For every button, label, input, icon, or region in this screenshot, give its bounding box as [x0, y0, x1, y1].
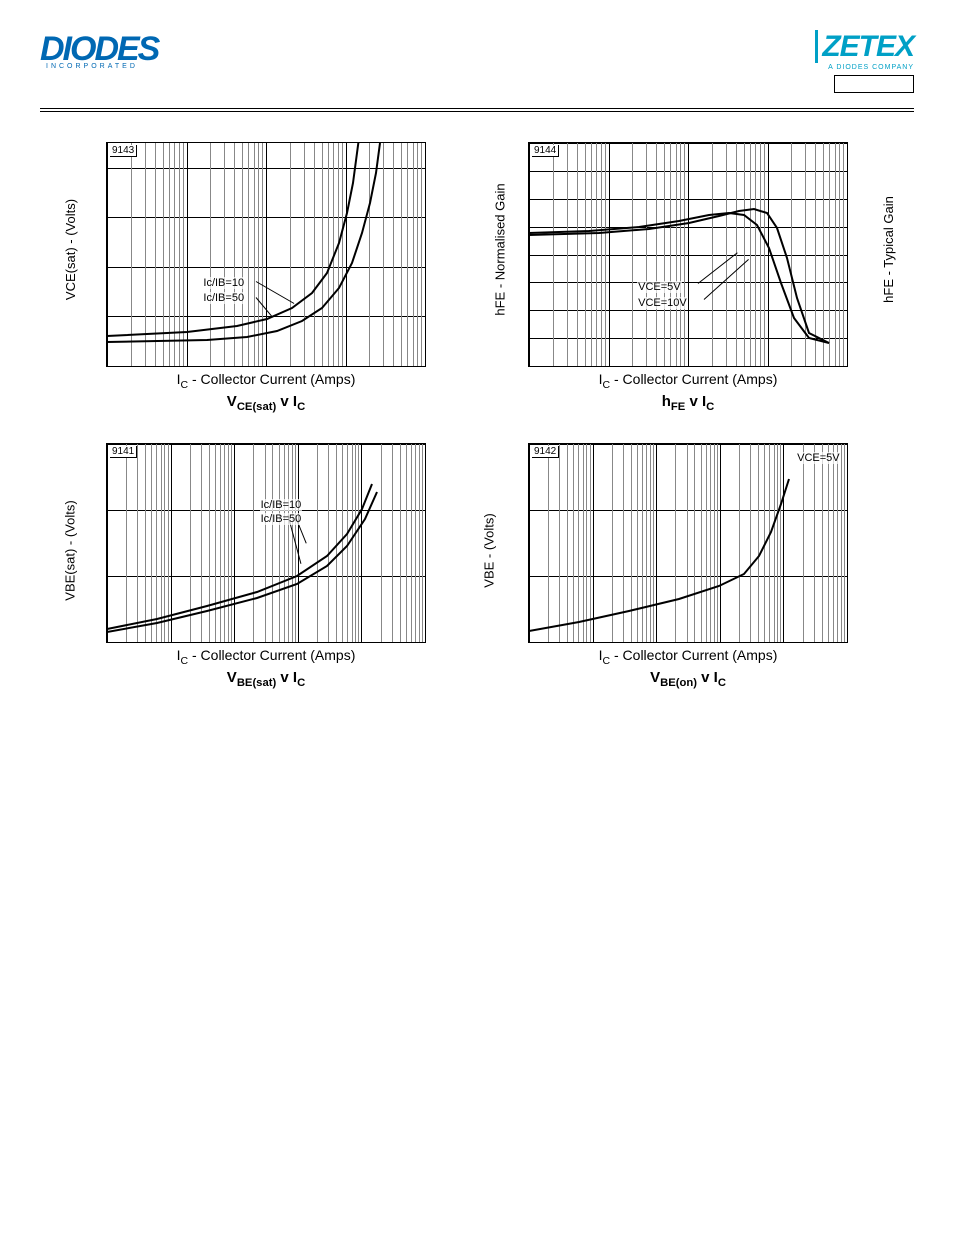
- data-curve: [529, 213, 829, 343]
- plot-area: 914300.20.40.60.80.010.1110100Ic/IB=10Ic…: [106, 142, 426, 367]
- x-axis-label: IC - Collector Current (Amps): [106, 647, 426, 667]
- chart-title: VBE(on) v IC: [528, 669, 848, 689]
- curve-svg: [529, 444, 848, 643]
- x-axis-label: IC - Collector Current (Amps): [528, 371, 848, 391]
- x-tick-label: 100: [837, 642, 848, 643]
- annotation-label: Ic/IB=10: [260, 499, 303, 511]
- x-tick-label: 0.1: [178, 366, 195, 367]
- x-tick-label: 100: [837, 366, 848, 367]
- x-tick-label: 0.001: [528, 642, 544, 643]
- chart-hfe: hFE - Normalised Gain hFE - Typical Gain…: [482, 142, 894, 413]
- curve-svg: [107, 444, 426, 643]
- y-axis-label: hFE - Normalised Gain: [493, 183, 508, 315]
- zetex-logo: ZETEX: [815, 30, 914, 63]
- graph-id: 9143: [110, 145, 137, 157]
- chart-grid: VCE(sat) - (Volts) 914300.20.40.60.80.01…: [40, 132, 914, 699]
- plot-area: 91420.51.01.52.00.0010.010.1110100VCE=5V: [528, 443, 848, 643]
- x-tick-label: 0.1: [226, 642, 243, 643]
- chart-vcesat: VCE(sat) - (Volts) 914300.20.40.60.80.01…: [60, 142, 442, 413]
- divider: [40, 111, 914, 112]
- annotation-label: Ic/IB=50: [202, 292, 245, 304]
- x-tick-label: 10: [339, 366, 352, 367]
- chart-title: VBE(sat) v IC: [106, 669, 426, 689]
- y-tick-label-right: 300: [847, 165, 848, 179]
- x-tick-label: 1: [716, 642, 723, 643]
- annotation-label: VCE=5V: [637, 281, 682, 293]
- x-tick-label: 10: [761, 366, 774, 367]
- y-axis-label: VBE - (Volts): [482, 513, 497, 587]
- zetex-subtext: A DIODES COMPANY: [815, 64, 914, 71]
- x-tick-label: 10: [355, 642, 368, 643]
- x-axis-label: IC - Collector Current (Amps): [528, 647, 848, 667]
- y-axis-label: VBE(sat) - (Volts): [63, 500, 78, 600]
- x-tick-label: 0.01: [106, 366, 119, 367]
- annotation-label: Ic/IB=10: [202, 277, 245, 289]
- y-axis-label-right: hFE - Typical Gain: [881, 196, 896, 303]
- annotation-label: VCE=10V: [637, 297, 688, 309]
- chart-title: hFE v IC: [528, 393, 848, 413]
- x-tick-label: 0.01: [159, 642, 182, 643]
- header: DIODES INCORPORATED ZETEX A DIODES COMPA…: [40, 30, 914, 100]
- x-tick-label: 0.1: [600, 366, 617, 367]
- y-axis-label: VCE(sat) - (Volts): [63, 199, 78, 300]
- graph-id: 9141: [110, 446, 137, 458]
- data-curve: [107, 142, 359, 336]
- chart-title: VCE(sat) v IC: [106, 393, 426, 413]
- plot-area: 914400.20.40.60.81.01.21.41.61002003000.…: [528, 142, 848, 367]
- x-tick-label: 1: [685, 366, 692, 367]
- x-axis-label: IC - Collector Current (Amps): [106, 371, 426, 391]
- data-curve: [107, 484, 372, 629]
- data-curve: [529, 479, 789, 631]
- y-tick-label-right: 100: [847, 294, 848, 308]
- y-tick-label-right: 200: [847, 230, 848, 244]
- diodes-logo-block: DIODES INCORPORATED: [40, 30, 158, 70]
- part-number-box: [834, 75, 914, 93]
- x-tick-label: 0.001: [106, 642, 122, 643]
- plot-area: 91410.51.01.52.00.0010.010.1110100Ic/IB=…: [106, 443, 426, 643]
- x-tick-label: 0.01: [581, 642, 604, 643]
- x-tick-label: 100: [415, 642, 426, 643]
- annotation-label: VCE=5V: [796, 452, 841, 464]
- divider: [40, 108, 914, 109]
- curve-svg: [107, 143, 426, 367]
- data-curve: [107, 492, 377, 632]
- graph-id: 9144: [532, 145, 559, 157]
- x-tick-label: 0.01: [528, 366, 541, 367]
- chart-vbeon: VBE - (Volts) 91420.51.01.52.00.0010.010…: [482, 443, 894, 689]
- x-tick-label: 100: [415, 366, 426, 367]
- chart-vbesat: VBE(sat) - (Volts) 91410.51.01.52.00.001…: [60, 443, 442, 689]
- data-curve: [529, 209, 829, 343]
- annotation-label: Ic/IB=50: [260, 513, 303, 525]
- zetex-logo-block: ZETEX A DIODES COMPANY: [815, 30, 914, 98]
- curve-svg: [529, 143, 848, 367]
- x-tick-label: 1: [294, 642, 301, 643]
- x-tick-label: 1: [263, 366, 270, 367]
- graph-id: 9142: [532, 446, 559, 458]
- x-tick-label: 0.1: [648, 642, 665, 643]
- x-tick-label: 10: [777, 642, 790, 643]
